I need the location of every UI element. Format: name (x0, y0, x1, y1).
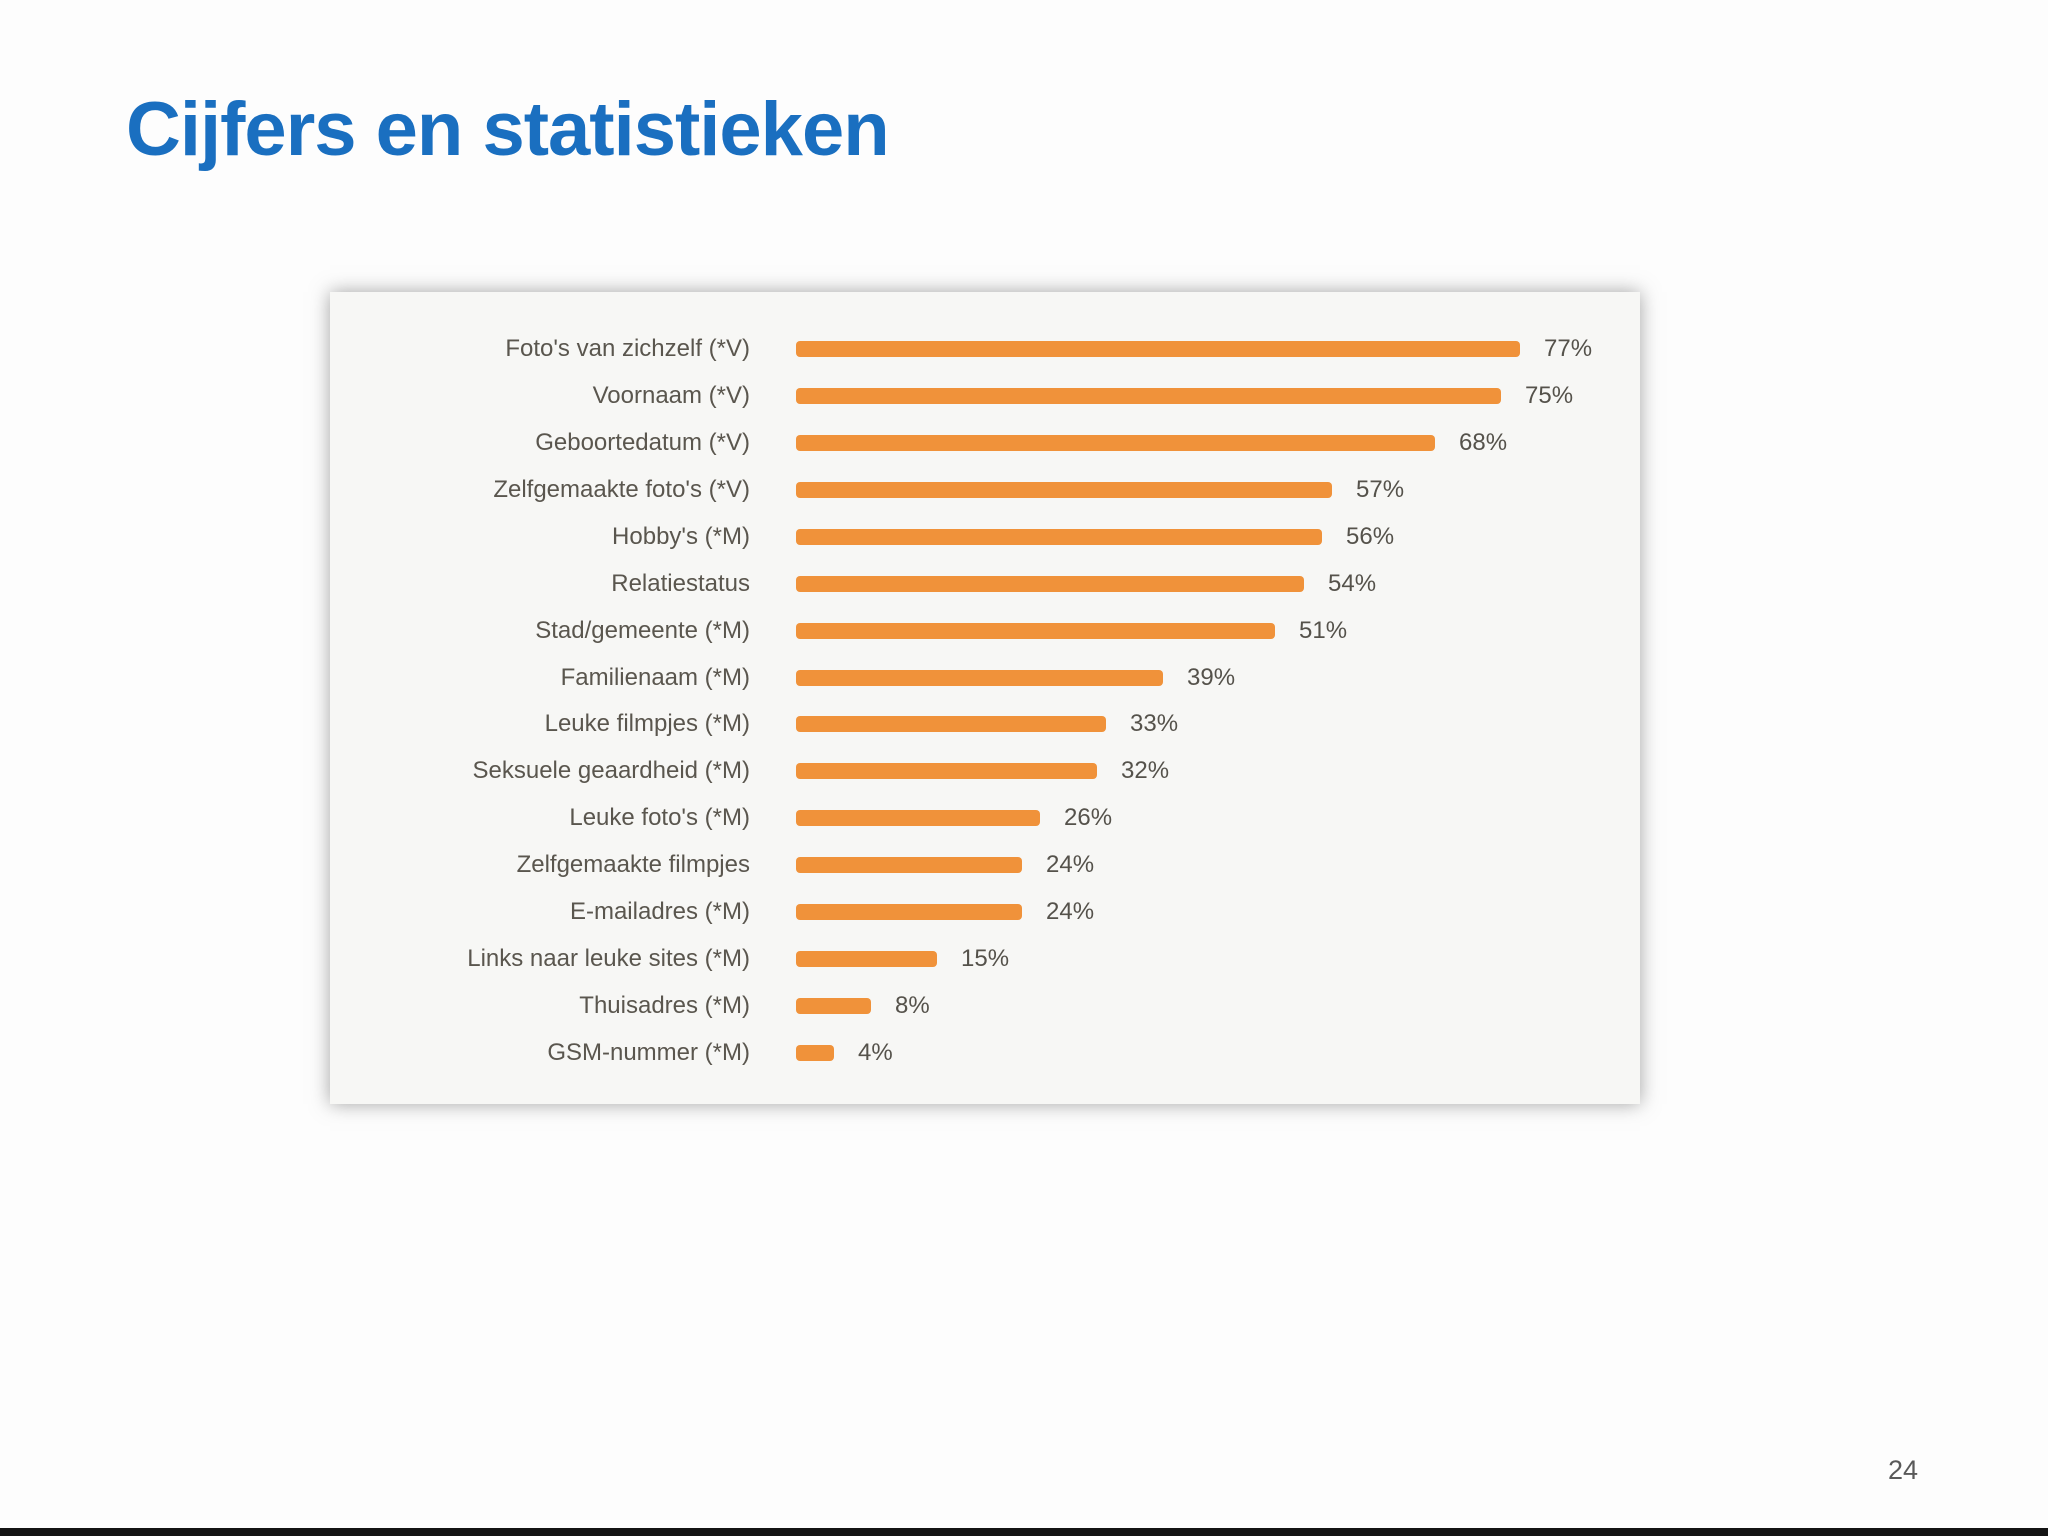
bar-track: 24% (796, 898, 1610, 926)
category-label: Familienaam (*M) (560, 663, 750, 691)
bar (796, 950, 937, 967)
value-label: 51% (1299, 616, 1348, 644)
value-label: 24% (1046, 851, 1095, 879)
chart-row: Familienaam (*M) 39% (360, 655, 1610, 701)
bar (796, 857, 1022, 874)
category-label: Links naar leuke sites (*M) (467, 944, 750, 972)
category-label: Voornaam (*V) (592, 382, 750, 410)
chart-row: Voornaam (*V) 75% (360, 373, 1610, 419)
chart-row: E-mailadres (*M) 24% (360, 889, 1610, 935)
bar (796, 528, 1322, 545)
bar-track: 33% (796, 710, 1610, 738)
bar-track: 77% (796, 335, 1610, 363)
chart-row: GSM-nummer (*M) 4% (360, 1030, 1610, 1076)
category-label: Geboortedatum (*V) (535, 429, 750, 457)
category-label: Zelfgemaakte filmpjes (516, 851, 750, 879)
category-label: Foto's van zichzelf (*V) (505, 335, 750, 363)
value-label: 39% (1187, 663, 1236, 691)
bar-track: 51% (796, 617, 1610, 645)
chart-row: Links naar leuke sites (*M) 15% (360, 936, 1610, 982)
bar-track: 57% (796, 476, 1610, 504)
chart-rows: Foto's van zichzelf (*V) 77% Voornaam (*V)… (360, 326, 1610, 1076)
category-label: Stad/gemeente (*M) (535, 616, 750, 644)
bar-track: 24% (796, 851, 1610, 879)
value-label: 15% (961, 944, 1010, 972)
category-label: Thuisadres (*M) (579, 991, 750, 1019)
bar (796, 622, 1275, 639)
bar (796, 435, 1435, 452)
category-label: Zelfgemaakte foto's (*V) (493, 476, 750, 504)
bar (796, 1044, 834, 1061)
bar-track: 8% (796, 992, 1610, 1020)
value-label: 8% (895, 991, 930, 1019)
bar (796, 575, 1304, 592)
value-label: 24% (1046, 897, 1095, 925)
bar (796, 388, 1501, 405)
category-label: Seksuele geaardheid (*M) (472, 757, 751, 785)
value-label: 33% (1130, 710, 1179, 738)
chart-row: Thuisadres (*M) 8% (360, 983, 1610, 1029)
page-title: Cijfers en statistieken (126, 87, 890, 172)
category-label: Leuke filmpjes (*M) (544, 710, 750, 738)
value-label: 68% (1459, 429, 1508, 457)
bar (796, 669, 1163, 686)
chart-row: Zelfgemaakte foto's (*V) 57% (360, 467, 1610, 513)
value-label: 4% (858, 1038, 893, 1066)
bar-track: 56% (796, 523, 1610, 551)
bar (796, 810, 1040, 827)
bar-track: 75% (796, 382, 1610, 410)
category-label: Relatiestatus (611, 569, 750, 597)
chart-row: Stad/gemeente (*M) 51% (360, 608, 1610, 654)
page-number: 24 (1887, 1455, 1918, 1485)
bar-track: 26% (796, 804, 1610, 832)
bar (796, 903, 1022, 920)
category-label: E-mailadres (*M) (569, 897, 750, 925)
value-label: 56% (1346, 522, 1395, 550)
chart-row: Relatiestatus 54% (360, 561, 1610, 607)
category-label: Leuke foto's (*M) (569, 804, 750, 832)
bar (796, 482, 1332, 499)
category-label: GSM-nummer (*M) (547, 1038, 750, 1066)
bar-track: 54% (796, 570, 1610, 598)
bottom-edge-strip (0, 1528, 2048, 1536)
value-label: 77% (1544, 335, 1593, 363)
chart-row: Hobby's (*M) 56% (360, 514, 1610, 560)
chart-row: Zelfgemaakte filmpjes 24% (360, 842, 1610, 888)
bar (796, 997, 871, 1014)
bar (796, 341, 1520, 358)
bar-track: 15% (796, 945, 1610, 973)
bar-track: 32% (796, 757, 1610, 785)
chart-row: Leuke foto's (*M) 26% (360, 795, 1610, 841)
value-label: 57% (1356, 476, 1405, 504)
value-label: 26% (1064, 804, 1113, 832)
bar (796, 763, 1097, 780)
value-label: 54% (1328, 569, 1377, 597)
bar (796, 716, 1106, 733)
bar-track: 39% (796, 664, 1610, 692)
value-label: 32% (1121, 757, 1170, 785)
bar-chart: Foto's van zichzelf (*V) 77% Voornaam (*V)… (330, 292, 1640, 1104)
value-label: 75% (1525, 382, 1574, 410)
bar-track: 68% (796, 429, 1610, 457)
chart-row: Seksuele geaardheid (*M) 32% (360, 748, 1610, 794)
chart-row: Geboortedatum (*V) 68% (360, 420, 1610, 466)
category-label: Hobby's (*M) (612, 522, 750, 550)
chart-row: Leuke filmpjes (*M) 33% (360, 701, 1610, 747)
bar-track: 4% (796, 1039, 1610, 1067)
chart-row: Foto's van zichzelf (*V) 77% (360, 326, 1610, 372)
